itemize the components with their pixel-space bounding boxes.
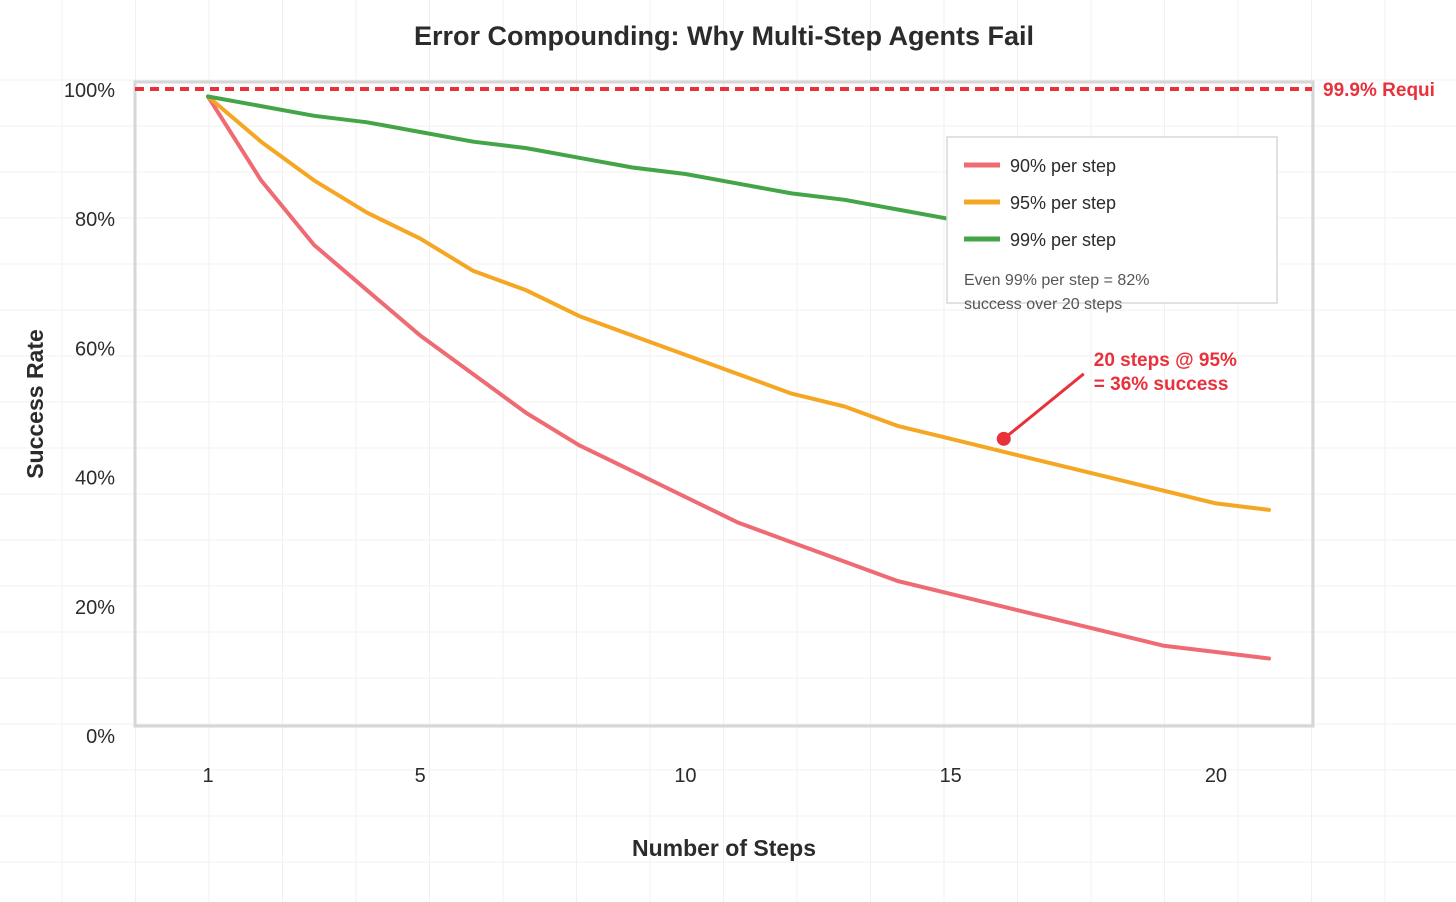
chart-title: Error Compounding: Why Multi-Step Agents… [414, 21, 1034, 51]
legend-label-99: 99% per step [1010, 230, 1116, 250]
legend-label-90: 90% per step [1010, 156, 1116, 176]
x-tick-label: 1 [202, 765, 213, 787]
series-line-90 [206, 94, 1271, 661]
y-tick-label: 60% [75, 338, 115, 360]
y-tick-label: 20% [75, 597, 115, 619]
annotation-line-2: = 36% success [1094, 374, 1229, 395]
y-axis-label: Success Rate [22, 329, 48, 479]
x-axis-ticks: 1 5 10 15 20 [202, 765, 1227, 787]
legend-label-95: 95% per step [1010, 193, 1116, 213]
x-tick-label: 10 [674, 765, 696, 787]
x-tick-label: 15 [940, 765, 962, 787]
legend-note-line-1: Even 99% per step = 82% [964, 272, 1149, 289]
x-tick-label: 5 [415, 765, 426, 787]
x-axis-label: Number of Steps [632, 835, 816, 861]
plot-frame [133, 80, 1315, 728]
y-tick-label: 40% [75, 468, 115, 490]
legend: 90% per step 95% per step 99% per step E… [946, 136, 1278, 313]
legend-note-line-2: success over 20 steps [964, 296, 1122, 313]
annotation: 20 steps @ 95% = 36% success [996, 350, 1237, 446]
annotation-arrow [1002, 372, 1085, 441]
y-axis-ticks: 0% 20% 40% 60% 80% 100% [64, 80, 115, 748]
y-tick-label: 80% [75, 209, 115, 231]
y-tick-label: 0% [86, 726, 115, 748]
series-line-95 [206, 94, 1271, 512]
y-tick-label: 100% [64, 80, 115, 102]
x-tick-label: 20 [1205, 765, 1227, 787]
annotation-line-1: 20 steps @ 95% [1094, 350, 1237, 371]
legend-box [946, 136, 1278, 304]
reference-line-label: 99.9% Requi [1323, 80, 1435, 101]
annotation-point [996, 431, 1011, 446]
